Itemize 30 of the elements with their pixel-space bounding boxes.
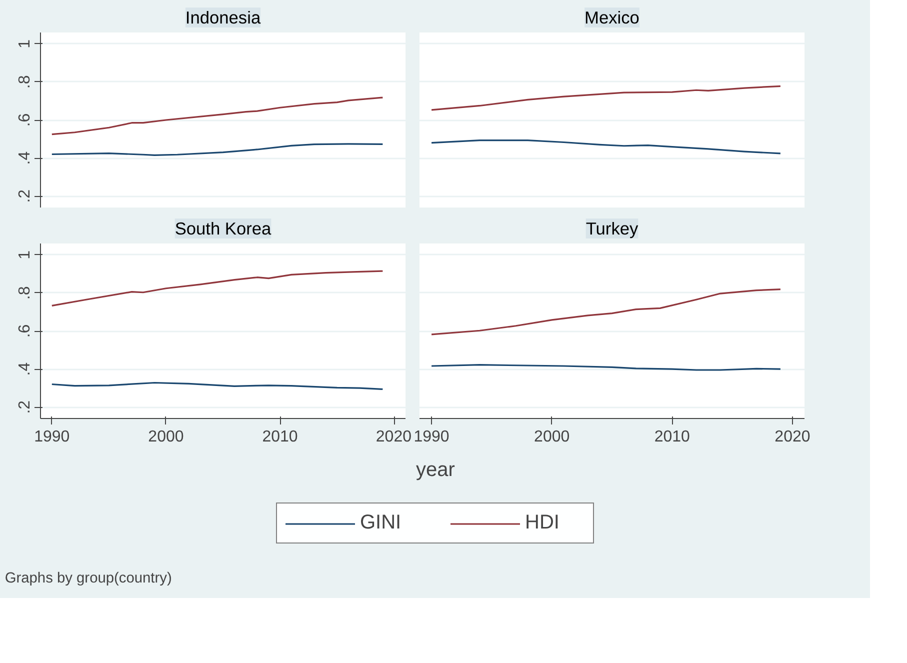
text: Graphs by group(country) xyxy=(4,570,172,586)
line-series xyxy=(51,382,384,390)
y-tick-label: 1 xyxy=(16,39,34,48)
x-tick-label: 2020 xyxy=(774,428,810,446)
chart-title: Mexico xyxy=(584,8,640,28)
y-tick-label: .6 xyxy=(16,113,34,127)
x-tick-label: 2000 xyxy=(534,428,570,446)
x-tick-label: 2010 xyxy=(654,428,690,446)
x-tick-label: 2000 xyxy=(148,428,184,446)
y-tick-label: .2 xyxy=(16,189,34,203)
y-tick-label: .4 xyxy=(16,362,34,376)
chart-title: South Korea xyxy=(174,218,272,238)
chart-title: Indonesia xyxy=(185,8,261,28)
chart-title: Turkey xyxy=(586,218,638,238)
x-tick-label: 1990 xyxy=(414,428,450,446)
y-tick-label: .2 xyxy=(16,400,34,414)
x-tick-label: 2020 xyxy=(376,428,412,446)
y-tick-label: 1 xyxy=(16,250,34,260)
y-tick-label: .8 xyxy=(16,75,34,89)
legend-label: GINI xyxy=(360,512,402,534)
legend-label: HDI xyxy=(525,512,560,534)
x-tick-label: 1990 xyxy=(34,428,70,446)
y-tick-label: .4 xyxy=(16,151,34,165)
y-tick-label: .8 xyxy=(16,286,34,300)
x-axis-title: year xyxy=(416,459,456,481)
line-series xyxy=(51,270,384,306)
line-series xyxy=(51,96,384,136)
x-tick-label: 2010 xyxy=(262,428,298,446)
y-tick-label: .6 xyxy=(16,324,34,338)
line-series xyxy=(51,143,384,156)
